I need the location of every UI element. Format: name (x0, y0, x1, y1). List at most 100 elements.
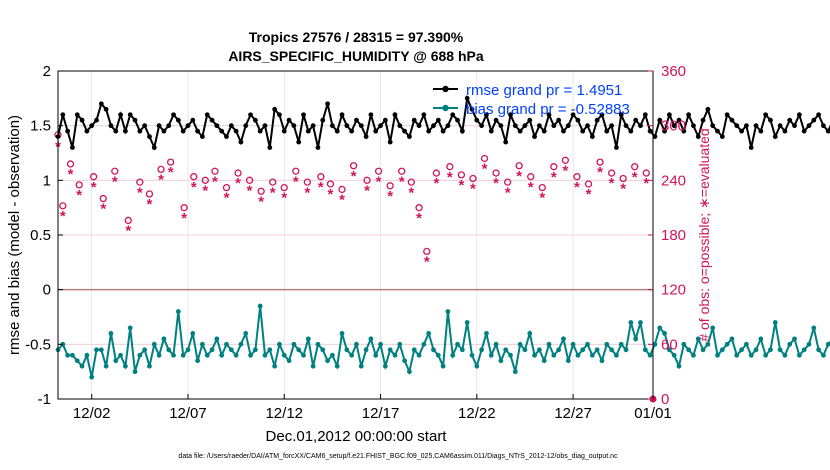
bias-point (127, 325, 133, 331)
obs-possible-marker (432, 169, 441, 177)
obs-evaluated-marker: * (212, 173, 218, 190)
rmse-point (238, 139, 244, 145)
obs-evaluated-marker: * (516, 168, 522, 185)
rmse-point (589, 134, 595, 140)
obs-possible-marker (338, 185, 346, 194)
rmse-point (161, 128, 167, 134)
x-tick-label: 12/22 (458, 405, 496, 422)
bias-point (618, 341, 624, 347)
obs-possible-marker (66, 160, 75, 168)
rmse-point (628, 128, 634, 134)
obs-possible-marker (469, 174, 477, 183)
rmse-point (421, 112, 427, 118)
rmse-point (532, 134, 537, 140)
obs-possible-marker (503, 178, 512, 186)
obs-evaluated-marker: * (281, 190, 287, 207)
obs-possible-marker (573, 173, 581, 181)
bias-point (686, 347, 692, 353)
chart-title-line1: Tropics 27576 / 28315 = 97.390% (249, 29, 464, 45)
right-tick-label: 300 (661, 118, 686, 135)
rmse-point (585, 123, 590, 129)
bias-point (512, 369, 518, 375)
bias-point (671, 352, 677, 358)
rmse-point (214, 123, 220, 129)
left-tick-label: 1.5 (30, 118, 51, 135)
right-tick-label: 180 (661, 227, 686, 244)
bias-point (450, 352, 456, 358)
rmse-point (816, 112, 821, 118)
bias-point (166, 347, 172, 353)
rmse-point (445, 123, 451, 129)
rmse-point (724, 112, 730, 118)
rmse-point (450, 112, 456, 118)
bias-point (315, 341, 321, 347)
bias-point (363, 347, 369, 353)
rmse-point (195, 128, 201, 134)
rmse-point (132, 117, 138, 123)
rmse-point (657, 117, 663, 123)
data-file-footer: data file: /Users/raeder/DAI/ATM_forcXX/… (178, 453, 618, 460)
rmse-point (142, 123, 148, 129)
rmse-point (806, 123, 812, 129)
bias-point (782, 352, 788, 358)
rmse-point (821, 123, 826, 129)
bias-point (108, 331, 114, 336)
bias-point (546, 341, 552, 347)
obs-evaluated-marker: * (609, 175, 615, 192)
rmse-point (392, 112, 398, 118)
obs-evaluated-marker: * (470, 181, 476, 198)
obs-possible-marker (280, 183, 288, 192)
bias-point (638, 320, 643, 325)
rmse-point (710, 123, 716, 129)
rmse-point (315, 145, 321, 150)
bias-point (628, 320, 634, 325)
obs-possible-marker (269, 178, 277, 186)
bias-point (580, 347, 586, 353)
bias-point (291, 341, 297, 347)
x-tick-label: 12/27 (554, 405, 592, 422)
rmse-point (623, 123, 629, 129)
rmse-point (305, 128, 311, 134)
bias-point (662, 331, 667, 336)
rmse-point (604, 128, 610, 134)
obs-possible-marker (190, 173, 198, 181)
x-tick-label: 12/02 (73, 405, 111, 422)
bias-point (565, 358, 571, 364)
obs-evaluated-marker: * (505, 184, 511, 201)
bias-point (339, 331, 345, 336)
rmse-point (599, 112, 605, 118)
right-tick-label: 0 (661, 391, 669, 408)
bias-point (705, 341, 711, 347)
obs-evaluated-marker: * (137, 184, 143, 201)
rmse-point (748, 145, 754, 150)
rmse-point (455, 117, 460, 123)
bias-point (758, 336, 764, 342)
rmse-point (565, 123, 571, 129)
bias-point (763, 352, 769, 358)
rmse-point (753, 123, 759, 129)
obs-possible-marker (374, 167, 383, 175)
obs-possible-marker (145, 190, 154, 198)
bias-point (796, 352, 802, 358)
rmse-point (671, 123, 677, 129)
rmse-point (257, 128, 263, 134)
bias-point (228, 347, 234, 353)
obs-evaluated-marker: * (328, 186, 334, 203)
obs-evaluated-marker: * (447, 169, 453, 186)
obs-evaluated-marker: * (304, 184, 310, 201)
bias-point (676, 363, 682, 369)
bias-point (180, 352, 186, 358)
left-y-axis-ticks: 2 1.5 1 0.5 0 -0.5 -1 (25, 63, 63, 408)
rmse-point (508, 112, 513, 118)
obs-possible-marker (527, 173, 535, 181)
rmse-point (825, 128, 830, 134)
rmse-point (156, 123, 162, 129)
bias-point (811, 325, 817, 331)
obs-possible-marker (303, 178, 312, 186)
bias-point (541, 358, 547, 364)
bias-point (459, 347, 465, 353)
x-axis-ticks: 12/02 12/07 12/12 12/17 12/22 12/27 01/01 (73, 394, 672, 422)
rmse-point (787, 117, 793, 123)
obs-possible-marker (584, 180, 593, 188)
